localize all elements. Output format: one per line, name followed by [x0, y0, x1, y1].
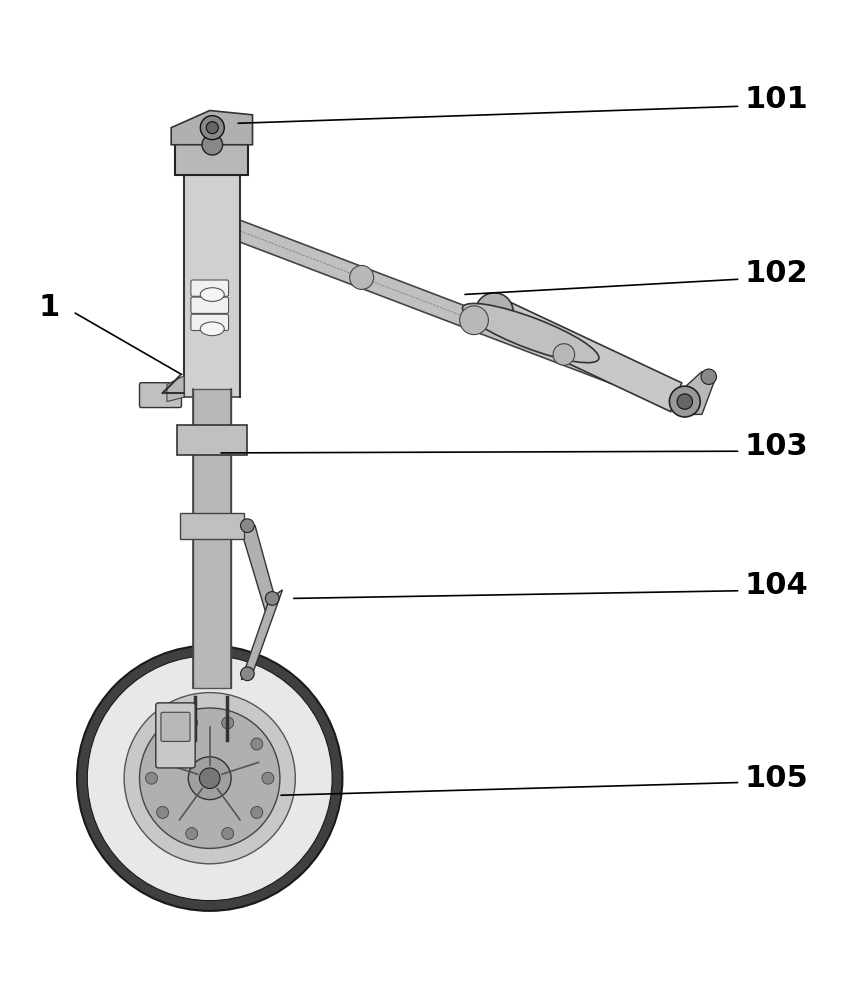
Circle shape [77, 646, 342, 911]
Text: 102: 102 [745, 259, 808, 288]
Polygon shape [683, 372, 715, 414]
Ellipse shape [462, 303, 599, 363]
Circle shape [157, 738, 169, 750]
Circle shape [241, 519, 254, 533]
Circle shape [349, 265, 373, 289]
Circle shape [206, 122, 218, 134]
Circle shape [460, 306, 489, 335]
Polygon shape [184, 175, 240, 397]
Circle shape [87, 656, 332, 901]
Circle shape [157, 806, 169, 818]
Text: 103: 103 [745, 432, 808, 461]
Polygon shape [489, 297, 681, 412]
Circle shape [186, 828, 198, 840]
Circle shape [265, 592, 279, 605]
FancyBboxPatch shape [156, 703, 195, 768]
Circle shape [262, 772, 274, 784]
Circle shape [188, 757, 231, 800]
Circle shape [202, 134, 223, 155]
Circle shape [222, 717, 234, 729]
Circle shape [251, 806, 263, 818]
Polygon shape [223, 216, 680, 407]
Polygon shape [167, 376, 184, 402]
Circle shape [146, 772, 158, 784]
Circle shape [222, 828, 234, 840]
FancyBboxPatch shape [140, 383, 181, 408]
Circle shape [140, 708, 280, 848]
Ellipse shape [200, 322, 224, 336]
Circle shape [186, 717, 198, 729]
Circle shape [669, 386, 700, 417]
FancyBboxPatch shape [191, 297, 229, 313]
Circle shape [200, 116, 224, 140]
Text: 105: 105 [745, 764, 808, 793]
Polygon shape [175, 132, 248, 175]
Polygon shape [240, 526, 274, 611]
Text: 104: 104 [745, 571, 808, 600]
Circle shape [553, 344, 574, 365]
Polygon shape [171, 111, 253, 145]
Polygon shape [193, 389, 231, 688]
Polygon shape [177, 425, 247, 455]
FancyBboxPatch shape [191, 280, 229, 296]
Polygon shape [180, 513, 244, 539]
Circle shape [701, 369, 716, 384]
Text: 101: 101 [745, 85, 808, 114]
Circle shape [124, 693, 295, 864]
Circle shape [476, 293, 514, 331]
Ellipse shape [200, 288, 224, 301]
FancyBboxPatch shape [191, 314, 229, 331]
Circle shape [251, 738, 263, 750]
Circle shape [241, 667, 254, 681]
Text: 1: 1 [39, 293, 60, 322]
Circle shape [677, 394, 693, 409]
Polygon shape [241, 590, 282, 680]
Circle shape [199, 768, 220, 788]
FancyBboxPatch shape [161, 712, 190, 741]
